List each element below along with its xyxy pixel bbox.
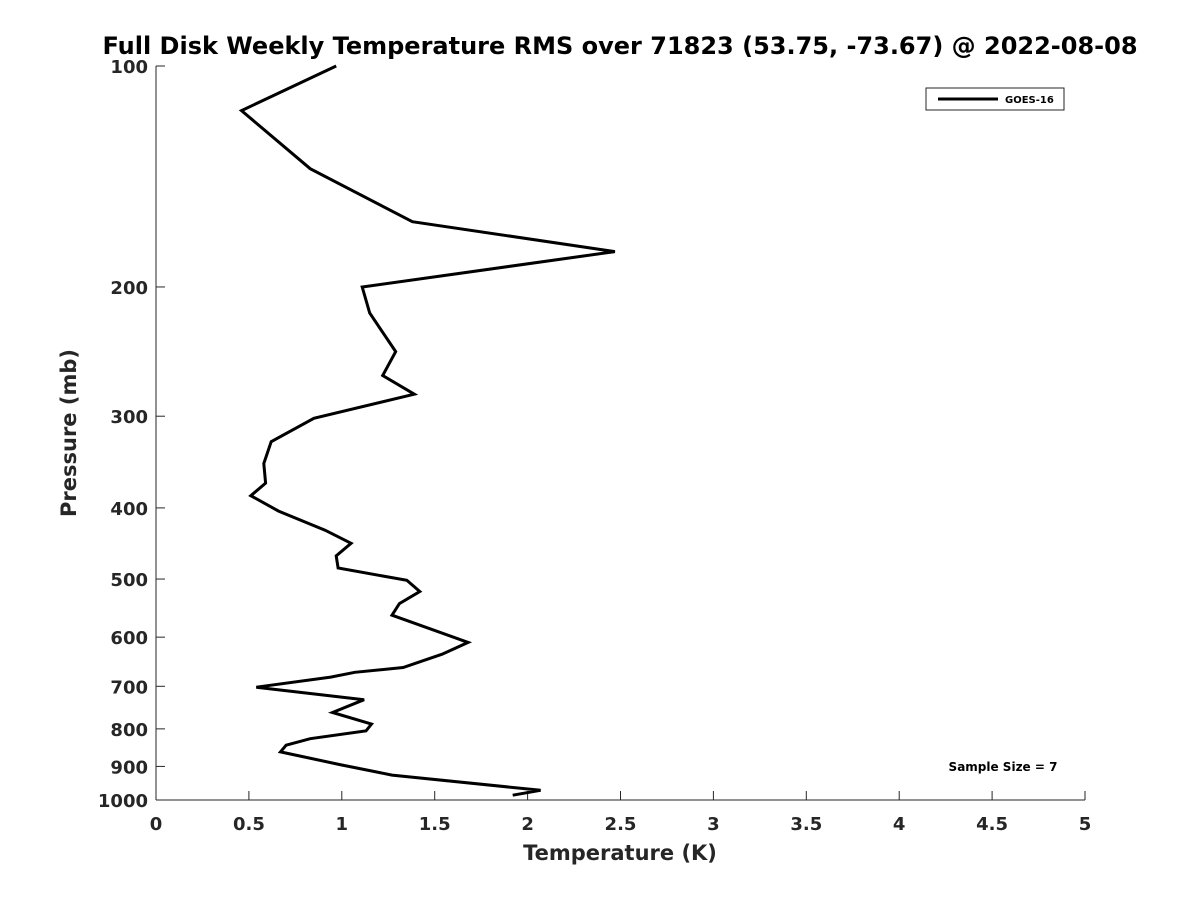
x-tick-label: 1.5 [419, 814, 451, 835]
y-tick-label: 900 [110, 757, 148, 778]
x-tick-label: 2 [521, 814, 534, 835]
y-axis-label: Pressure (mb) [57, 349, 81, 517]
plot-area: 0 0.5 1 1.5 2 2.5 3 3.5 4 4.5 5 100 200 300 400 500 600… [98, 57, 1091, 835]
y-tick-label: 700 [110, 677, 148, 698]
x-tick-label: 4.5 [976, 814, 1008, 835]
y-tick-label: 100 [110, 57, 148, 78]
chart-title: Full Disk Weekly Temperature RMS over 71… [102, 32, 1137, 60]
sample-size-annotation: Sample Size = 7 [949, 760, 1058, 774]
x-tick-label: 0 [150, 814, 163, 835]
y-tick-label: 600 [110, 628, 148, 649]
x-tick-label: 2.5 [605, 814, 637, 835]
legend: GOES-16 [925, 87, 1065, 111]
x-tick-label: 4 [893, 814, 906, 835]
y-tick-label: 300 [110, 407, 148, 428]
x-axis-label: Temperature (K) [523, 841, 717, 865]
y-axis-ticks: 100 200 300 400 500 600 700 800 900 1000 [98, 57, 165, 812]
y-tick-label: 1000 [98, 791, 148, 812]
x-tick-label: 0.5 [233, 814, 265, 835]
x-tick-label: 3 [707, 814, 720, 835]
y-tick-label: 200 [110, 278, 148, 299]
x-tick-label: 1 [336, 814, 349, 835]
y-tick-label: 400 [110, 499, 148, 520]
legend-entry-goes-16: GOES-16 [1005, 95, 1054, 106]
x-axis-ticks: 0 0.5 1 1.5 2 2.5 3 3.5 4 4.5 5 [150, 791, 1092, 835]
y-tick-label: 500 [110, 570, 148, 591]
x-tick-label: 5 [1079, 814, 1092, 835]
series-line-goes-16 [238, 64, 616, 797]
y-tick-label: 800 [110, 720, 148, 741]
x-tick-label: 3.5 [790, 814, 822, 835]
